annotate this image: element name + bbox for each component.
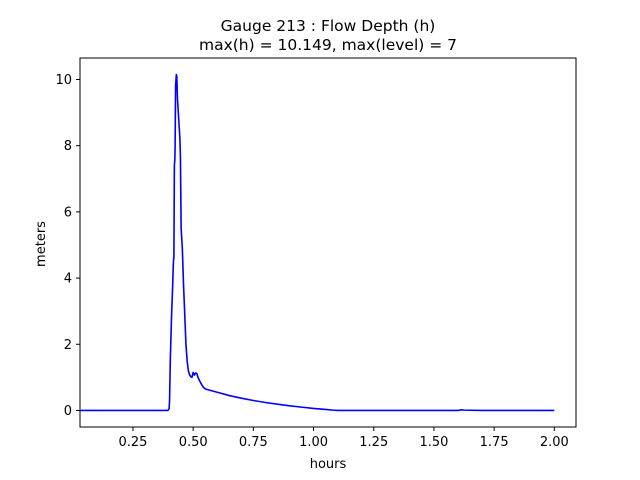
- series-line-0: [80, 73, 555, 412]
- chart-title-line1: Gauge 213 : Flow Depth (h): [221, 17, 436, 35]
- y-tick-label: 6: [64, 205, 72, 220]
- chart-title-line2: max(h) = 10.149, max(level) = 7: [199, 36, 457, 54]
- y-axis-ticks: 0 2 4 6 8 10: [55, 73, 80, 419]
- x-tick-label: 1.75: [480, 435, 509, 450]
- x-tick-label: 0.25: [118, 435, 147, 450]
- x-tick-label: 2.00: [540, 435, 569, 450]
- plot-area: [79, 57, 577, 428]
- x-axis-ticks: 0.25 0.50 0.75 1.00 1.25 1.50 1.75 2.00: [118, 427, 569, 450]
- y-tick-label: 8: [64, 139, 72, 154]
- y-tick-label: 4: [64, 272, 72, 287]
- y-tick-label: 2: [64, 338, 72, 353]
- y-axis-label: meters: [34, 221, 49, 267]
- y-tick-label: 0: [64, 404, 72, 419]
- x-axis-label: hours: [310, 457, 347, 472]
- plot-frame: [79, 57, 577, 428]
- y-tick-label: 10: [55, 73, 72, 88]
- x-tick-label: 1.25: [359, 435, 388, 450]
- x-tick-label: 0.75: [239, 435, 268, 450]
- x-tick-label: 0.50: [179, 435, 208, 450]
- x-tick-label: 1.00: [299, 435, 328, 450]
- x-tick-label: 1.50: [419, 435, 448, 450]
